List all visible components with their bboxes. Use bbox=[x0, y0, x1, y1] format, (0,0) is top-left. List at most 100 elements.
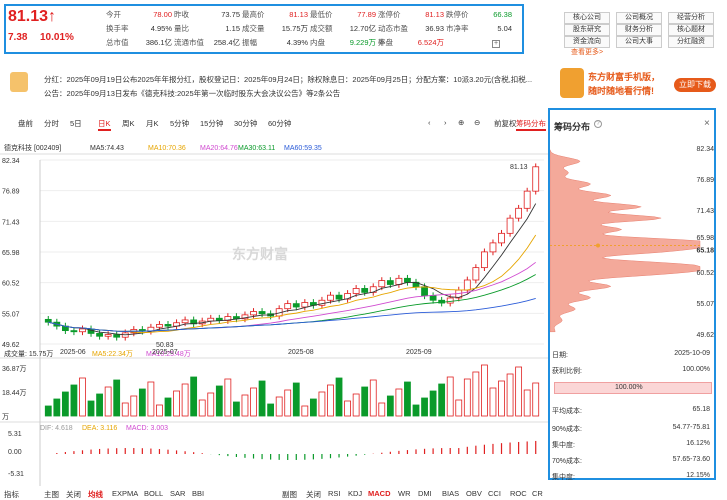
company-button[interactable]: 公司概况 bbox=[616, 12, 662, 24]
indicator-tab[interactable]: BIAS bbox=[442, 489, 460, 498]
quote-value: 36.93 bbox=[425, 24, 444, 33]
price-axis-label: 76.89 bbox=[2, 189, 20, 196]
volume-bar bbox=[173, 390, 180, 417]
company-button[interactable]: 分红融资 bbox=[668, 36, 714, 48]
volume-bar bbox=[361, 386, 369, 417]
quote-cell: 跌停价 66.38 bbox=[446, 8, 514, 22]
volume-bar bbox=[113, 379, 121, 417]
quote-cell: 量比 1.15 bbox=[174, 22, 242, 36]
candle-body bbox=[181, 319, 189, 324]
current-price: 81.13↑ bbox=[8, 8, 57, 25]
price-axis-label: 60.52 bbox=[2, 281, 20, 288]
arrow-right-icon[interactable]: › bbox=[444, 118, 447, 127]
indicator-tab[interactable]: CR bbox=[532, 489, 543, 498]
company-button[interactable]: 经营分析 bbox=[668, 12, 714, 24]
period-tab[interactable]: 月K bbox=[146, 119, 159, 128]
ma-legend-text: MA5:74.43 bbox=[90, 145, 124, 152]
quote-label: 流通市值 bbox=[174, 38, 204, 47]
indicator-tab[interactable]: 关闭 bbox=[66, 490, 81, 499]
candle-body bbox=[292, 303, 300, 308]
candle-body bbox=[361, 288, 369, 293]
zoom-out-icon[interactable]: ⊖ bbox=[474, 118, 481, 127]
kline-chart[interactable]: 德克科技 [002409] MA5:74.43 MA10:70.36 MA20:64.… bbox=[0, 136, 548, 488]
indicator-tab[interactable]: OBV bbox=[466, 489, 482, 498]
app-ad-banner[interactable]: 东方财富手机版， 随时随地看行情! 立即下载 bbox=[560, 66, 720, 102]
period-tab[interactable]: 周K bbox=[122, 119, 135, 128]
indicator-tab[interactable]: 指标 bbox=[4, 490, 19, 499]
quote-label bbox=[446, 36, 476, 50]
ma-legend-text: MA30:63.11 bbox=[238, 145, 275, 152]
period-tab[interactable]: 60分钟 bbox=[268, 119, 292, 128]
quote-label: 成交量 bbox=[242, 24, 265, 33]
period-tab[interactable]: 日K bbox=[98, 118, 111, 131]
macd-axis-label: 0.00 bbox=[8, 449, 22, 456]
volume-bar bbox=[224, 378, 232, 417]
chip-stat-label: 集中度: bbox=[552, 474, 575, 481]
volume-bar bbox=[404, 381, 411, 417]
high-label: 81.13 bbox=[510, 164, 528, 171]
candle-body bbox=[523, 190, 531, 209]
indicator-tab[interactable]: MACD bbox=[368, 489, 391, 498]
indicator-tab[interactable]: CCI bbox=[488, 489, 501, 498]
indicator-tab[interactable]: RSI bbox=[328, 489, 341, 498]
company-button[interactable]: 查看更多> bbox=[570, 49, 604, 56]
ma-legend-text: 德克科技 [002409] bbox=[4, 143, 61, 152]
indicator-tab[interactable]: EXPMA bbox=[112, 489, 139, 498]
volume-bar bbox=[412, 404, 420, 417]
candle-body bbox=[386, 280, 394, 285]
indicator-tab[interactable]: ROC bbox=[510, 489, 527, 498]
period-tab[interactable]: 盘前 bbox=[18, 119, 33, 128]
company-button[interactable]: 财务分析 bbox=[616, 24, 662, 36]
adjust-select[interactable]: 前复权 bbox=[494, 119, 517, 128]
volume-bar bbox=[181, 383, 189, 417]
volume-bar bbox=[438, 383, 446, 417]
add-icon[interactable]: + bbox=[492, 40, 500, 48]
indicator-tab[interactable]: WR bbox=[398, 489, 411, 498]
company-button[interactable]: 公司大事 bbox=[616, 36, 662, 48]
period-tab[interactable]: 30分钟 bbox=[234, 119, 258, 128]
notice-dividend[interactable]: 分红：2025年09月19日公布2025年年报分红，股权登记日：2025年09月… bbox=[44, 75, 533, 84]
notice-bar: 分红：2025年09月19日公布2025年年报分红，股权登记日：2025年09月… bbox=[4, 68, 544, 102]
indicator-tab[interactable]: SAR bbox=[170, 489, 186, 498]
price-axis-label: 65.98 bbox=[2, 250, 20, 257]
volume-bar bbox=[61, 391, 69, 417]
candle-body bbox=[421, 286, 428, 297]
quote-value: 5.04 bbox=[497, 24, 512, 33]
period-tab[interactable]: 5日 bbox=[70, 119, 82, 128]
volume-bar bbox=[429, 390, 437, 417]
chip-stat-label: 集中度: bbox=[552, 442, 575, 449]
close-icon[interactable]: × bbox=[704, 118, 710, 129]
help-icon[interactable]: ? bbox=[594, 120, 602, 128]
download-button[interactable]: 立即下载 bbox=[674, 78, 716, 92]
company-button[interactable]: 核心公司 bbox=[564, 12, 610, 24]
indicator-tab[interactable]: DMI bbox=[418, 489, 432, 498]
company-button[interactable]: 核心题材 bbox=[668, 24, 714, 36]
indicator-tab[interactable]: 均线 bbox=[88, 490, 103, 499]
quote-value: 258.4亿 bbox=[213, 38, 240, 47]
quote-label: 最低价 bbox=[310, 10, 333, 19]
indicator-tab[interactable]: BOLL bbox=[144, 489, 164, 498]
period-tab[interactable]: 15分钟 bbox=[200, 119, 224, 128]
candle-body bbox=[463, 279, 471, 291]
low-label: 50.83 bbox=[156, 342, 174, 349]
company-button[interactable]: 资金流向 bbox=[564, 36, 610, 48]
quote-cell: 最低价 77.89 bbox=[310, 8, 378, 22]
volume-bar bbox=[523, 389, 531, 417]
volume-bar bbox=[318, 391, 326, 417]
indicator-tab[interactable]: 副图 bbox=[282, 490, 297, 499]
notice-announcement[interactable]: 公告：2025年09月13日发布《德克科技:2025年第一次临时股东大会决议公告… bbox=[44, 89, 341, 98]
arrow-left-icon[interactable]: ‹ bbox=[428, 118, 431, 127]
company-button[interactable]: 股东研究 bbox=[564, 24, 610, 36]
chip-axis-label: 55.07 bbox=[696, 301, 714, 308]
zoom-in-icon[interactable]: ⊕ bbox=[458, 118, 465, 127]
indicator-tab[interactable]: 主图 bbox=[44, 490, 59, 499]
indicator-tab[interactable]: 关闭 bbox=[306, 490, 321, 499]
indicator-tab[interactable]: KDJ bbox=[348, 489, 363, 498]
indicator-tab[interactable]: BBI bbox=[192, 489, 205, 498]
period-tab[interactable]: 分时 bbox=[44, 119, 59, 128]
period-tab[interactable]: 5分钟 bbox=[170, 119, 190, 128]
chip-title: 筹码分布 bbox=[554, 122, 591, 132]
chip-toggle[interactable]: 筹码分布 bbox=[516, 118, 546, 131]
chip-stat-value: 54.77-75.81 bbox=[672, 424, 710, 431]
macd-axis-label: 5.31 bbox=[8, 431, 22, 438]
